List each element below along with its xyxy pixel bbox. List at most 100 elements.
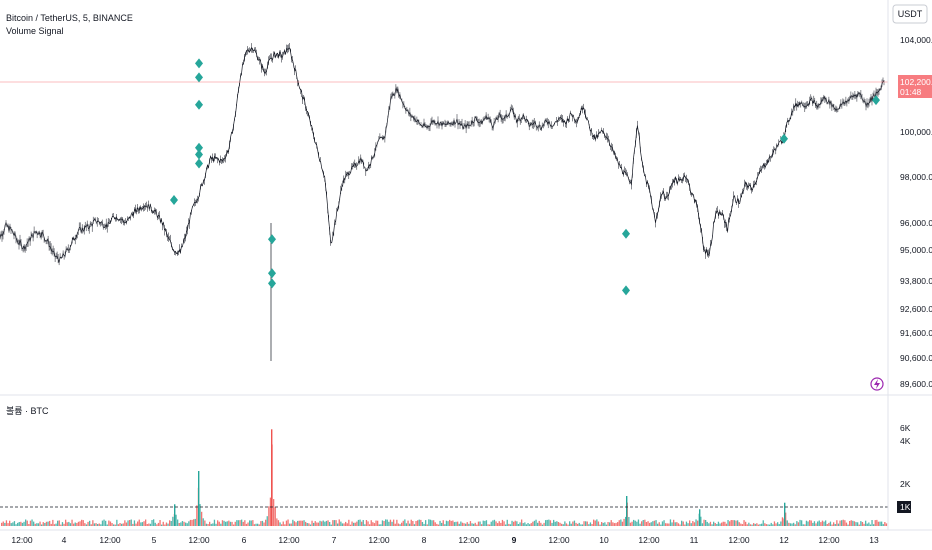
- lightning-icon[interactable]: [870, 377, 884, 391]
- volume-bar: [466, 522, 468, 526]
- signal-marker: [780, 133, 788, 144]
- volume-bar: [401, 522, 403, 526]
- volume-bar: [98, 523, 100, 526]
- volume-bar: [93, 523, 96, 526]
- volume-bar: [490, 521, 492, 526]
- volume-bar: [532, 521, 534, 526]
- volume-bar: [148, 523, 150, 526]
- price-pane[interactable]: [0, 43, 888, 361]
- volume-bar: [837, 523, 840, 526]
- volume-bar: [509, 524, 512, 526]
- volume-bar: [18, 522, 20, 526]
- volume-bar: [642, 520, 644, 526]
- volume-bar: [636, 521, 638, 526]
- volume-bar: [813, 521, 816, 526]
- volume-bar: [468, 523, 470, 526]
- volume-bar: [413, 524, 416, 526]
- volume-bar: [586, 521, 588, 526]
- volume-bar: [185, 522, 187, 526]
- volume-bar: [570, 523, 572, 526]
- volume-bar: [442, 520, 444, 526]
- volume-bar: [684, 524, 686, 526]
- volume-bar: [436, 523, 438, 526]
- volume-bar: [885, 523, 888, 526]
- volume-axis[interactable]: 6K 4K 2K: [900, 423, 911, 489]
- indicator-title[interactable]: Volume Signal: [6, 26, 64, 36]
- volume-pane-title[interactable]: 볼륨 · BTC: [6, 406, 49, 416]
- volume-bar: [389, 519, 392, 526]
- volume-bar: [162, 521, 164, 526]
- volume-bar: [458, 523, 460, 526]
- volume-pane[interactable]: [0, 429, 888, 526]
- volume-bar: [217, 520, 219, 526]
- volume-bar: [762, 520, 764, 526]
- volume-bar: [573, 520, 576, 526]
- volume-bar: [146, 524, 148, 526]
- symbol-title[interactable]: Bitcoin / TetherUS, 5, BINANCE: [6, 13, 133, 23]
- volume-bar: [745, 521, 747, 526]
- time-tick-label: 5: [152, 535, 157, 545]
- volume-bar: [831, 524, 833, 526]
- volume-bar: [71, 519, 73, 526]
- volume-bar: [63, 523, 65, 526]
- volume-bar: [17, 522, 19, 526]
- volume-bar: [95, 523, 97, 526]
- volume-bar: [277, 520, 280, 526]
- volume-bar: [516, 521, 518, 526]
- volume-bar: [879, 521, 881, 526]
- volume-bar: [253, 524, 256, 526]
- volume-bar: [794, 524, 796, 526]
- volume-bar: [252, 520, 254, 526]
- volume-bar: [479, 521, 481, 526]
- time-tick-label: 4: [62, 535, 67, 545]
- volume-bar: [578, 522, 580, 526]
- volume-bar: [567, 524, 569, 526]
- time-tick-label: 12:00: [818, 535, 840, 545]
- volume-bar: [263, 522, 265, 526]
- volume-bar: [581, 524, 584, 526]
- volume-bar: [161, 524, 163, 526]
- volume-bar: [876, 519, 878, 526]
- signal-marker: [622, 228, 630, 239]
- volume-bar: [754, 523, 756, 526]
- volume-bar: [20, 521, 22, 526]
- volume-bar: [338, 519, 340, 526]
- volume-bar: [340, 521, 342, 526]
- volume-bar: [233, 524, 235, 526]
- currency-button[interactable]: USDT: [892, 4, 928, 24]
- volume-bar: [770, 522, 772, 526]
- volume-bar: [298, 520, 300, 526]
- volume-bar: [369, 524, 371, 526]
- volume-bar: [665, 523, 667, 526]
- time-axis[interactable]: 12:00 4 12:00 5 12:00 6 12:00 7 12:00 8 12:00 9 12:0…: [11, 535, 879, 545]
- volume-bar: [612, 522, 614, 526]
- volume-bar: [28, 524, 30, 526]
- volume-bar: [820, 522, 822, 526]
- price-axis[interactable]: 104,000.00 100,000.00 98,000.00 96,000.00 95…: [900, 35, 932, 389]
- volume-bar: [850, 520, 852, 526]
- volume-bar: [202, 518, 204, 526]
- volume-bar: [378, 524, 380, 526]
- volume-bar: [729, 521, 731, 526]
- volume-bar: [666, 523, 668, 526]
- volume-bar: [335, 520, 337, 526]
- volume-bar: [397, 523, 400, 526]
- volume-bar: [767, 524, 769, 526]
- volume-bar: [33, 521, 35, 526]
- volume-bar: [103, 519, 105, 526]
- volume-bar: [628, 517, 630, 526]
- volume-bar: [244, 520, 246, 526]
- price-tick-label: 91,600.00: [900, 328, 932, 338]
- volume-bar: [213, 519, 216, 526]
- volume-bar: [116, 519, 118, 526]
- volume-bar: [580, 524, 582, 526]
- volume-bar: [239, 520, 241, 526]
- volume-bar: [842, 519, 844, 526]
- volume-bar: [455, 521, 457, 526]
- time-tick-label: 8: [422, 535, 427, 545]
- price-tick-label: 92,600.00: [900, 304, 932, 314]
- volume-bar: [300, 520, 302, 526]
- volume-bar: [690, 523, 692, 526]
- volume-bar: [153, 519, 155, 526]
